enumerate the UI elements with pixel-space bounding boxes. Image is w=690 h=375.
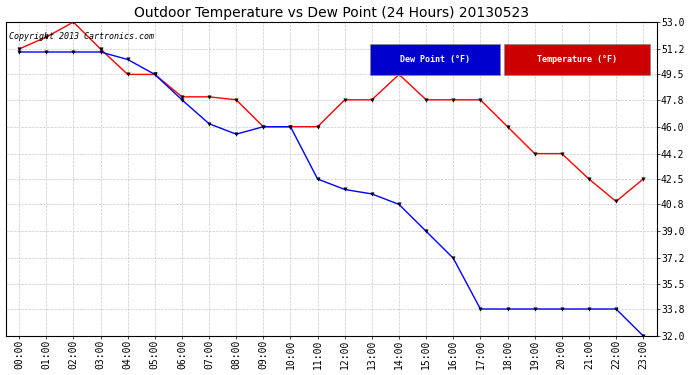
Text: Dew Point (°F): Dew Point (°F) — [400, 55, 471, 64]
FancyBboxPatch shape — [504, 44, 650, 75]
Text: Temperature (°F): Temperature (°F) — [537, 55, 617, 64]
FancyBboxPatch shape — [371, 44, 500, 75]
Title: Outdoor Temperature vs Dew Point (24 Hours) 20130523: Outdoor Temperature vs Dew Point (24 Hou… — [134, 6, 529, 20]
Text: Copyright 2013 Cartronics.com: Copyright 2013 Cartronics.com — [9, 32, 154, 40]
